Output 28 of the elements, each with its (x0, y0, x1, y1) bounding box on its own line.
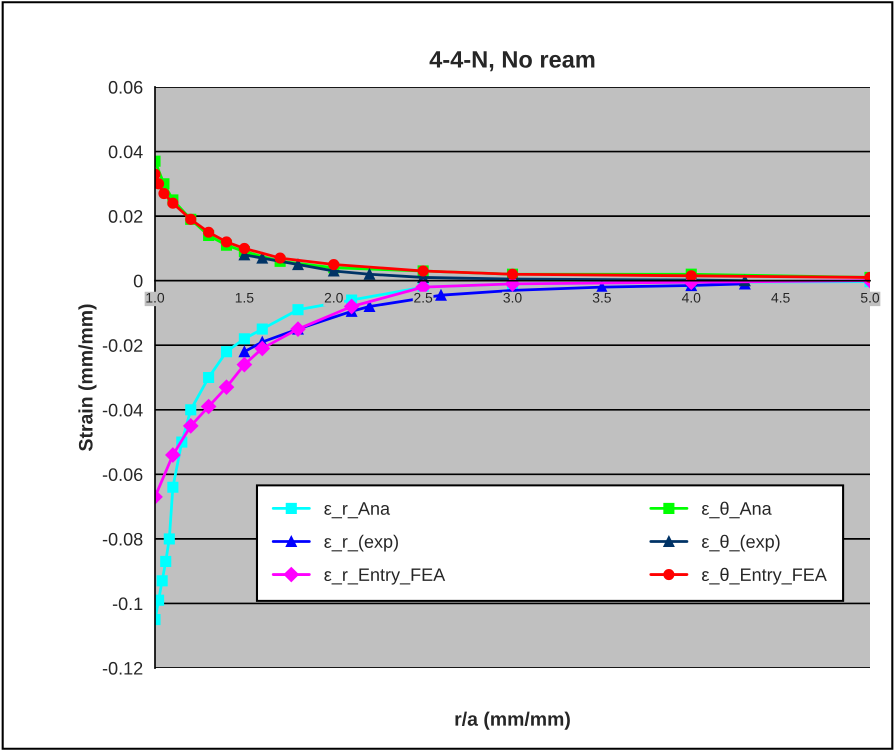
x-tick-label: 1.0 (146, 292, 164, 303)
y-tick-label: 0 (134, 274, 142, 288)
y-tick-label: 0.04 (108, 145, 143, 158)
legend-label: ε_θ_Entry_FEA (702, 568, 827, 585)
y-tick-label: -0.08 (102, 532, 142, 546)
y-tick-label: -0.12 (102, 662, 142, 675)
x-tick-label: 5.0 (860, 292, 880, 303)
x-tick-label: 2.0 (324, 292, 343, 303)
x-tick-label: 2.5 (414, 292, 432, 303)
x-tick-label: 4.5 (771, 292, 790, 303)
x-axis-title: r/a (mm/mm) (455, 712, 570, 730)
x-tick-label: 3.5 (592, 292, 611, 303)
y-tick-label: -0.02 (102, 339, 142, 352)
legend-label: ε_r_Ana (324, 502, 390, 518)
y-tick-label: 0.06 (108, 80, 142, 94)
y-tick-label: -0.1 (112, 597, 142, 610)
y-tick-label: -0.04 (102, 404, 143, 416)
legend-label: ε_θ_(exp) (702, 534, 780, 552)
legend-label: ε_θ_Ana (702, 502, 772, 518)
legend-label: ε_r_Entry_FEA (324, 568, 446, 585)
chart-title: 4-4-N, No ream (430, 51, 594, 72)
legend-label: ε_r_(exp) (324, 534, 398, 552)
y-axis-title: Strain (mm/mm) (78, 304, 96, 451)
x-tick-label: 3.0 (503, 292, 522, 303)
x-tick-label: 1.5 (236, 292, 254, 303)
x-tick-label: 4.0 (682, 292, 700, 303)
y-tick-label: 0.02 (108, 210, 142, 223)
y-tick-label: -0.06 (102, 468, 142, 482)
